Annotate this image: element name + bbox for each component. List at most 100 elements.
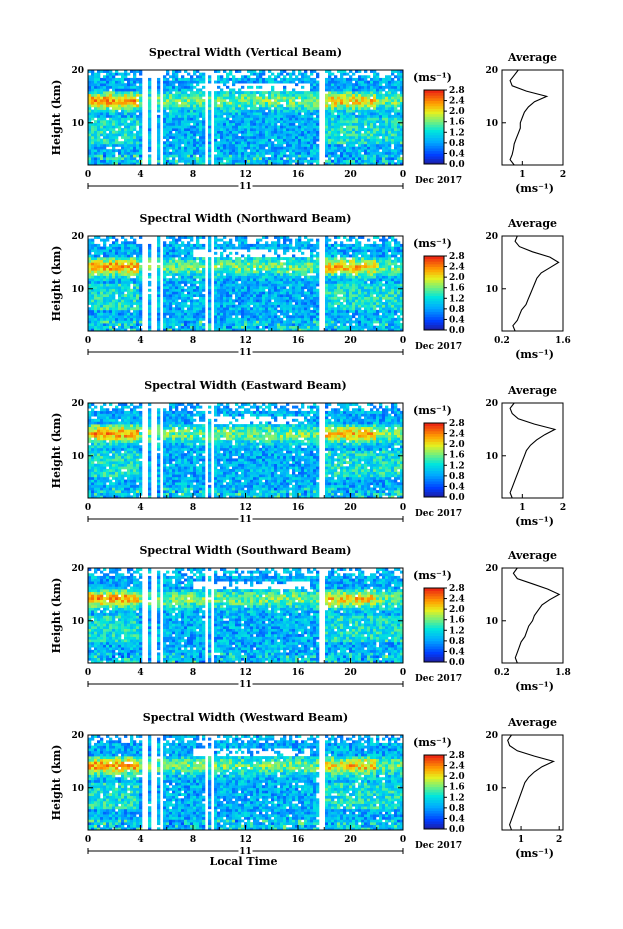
heatmap-cell — [157, 325, 161, 329]
heatmap-cell — [118, 265, 122, 268]
heatmap-cell — [340, 80, 344, 84]
heatmap-cell — [175, 238, 179, 242]
heatmap-cell — [202, 286, 206, 290]
heatmap-cell — [187, 262, 191, 266]
colorbar-frame — [423, 89, 445, 165]
heatmap-cell — [310, 77, 314, 81]
heatmap-cell — [130, 149, 134, 153]
heatmap-cell — [91, 278, 95, 282]
heatmap-cell — [373, 112, 377, 116]
heatmap-cell — [91, 104, 95, 108]
heatmap-cell — [157, 278, 161, 282]
heatmap-cell — [184, 117, 188, 121]
heatmap-cell — [127, 323, 131, 327]
heatmap-cell — [241, 272, 245, 276]
heatmap-cell — [232, 159, 236, 163]
heatmap-cell — [88, 117, 92, 121]
heatmap-cell — [103, 304, 107, 308]
heatmap-cell — [382, 93, 386, 97]
heatmap-cell — [220, 304, 224, 308]
heatmap-cell — [220, 238, 224, 242]
heatmap-cell — [199, 320, 203, 324]
heatmap-cell — [265, 101, 269, 105]
heatmap-cell — [127, 93, 131, 97]
heatmap-cell — [226, 259, 230, 263]
heatmap-cell — [274, 120, 278, 124]
heatmap-cell — [229, 138, 233, 142]
heatmap-cell — [232, 323, 236, 327]
heatmap-cell — [301, 159, 305, 163]
heatmap-cell — [223, 246, 227, 250]
heatmap-cell — [109, 283, 113, 287]
heatmap-cell — [175, 317, 179, 321]
heatmap-cell — [256, 77, 260, 81]
heatmap-cell — [235, 159, 239, 163]
heatmap-cell — [139, 85, 143, 89]
heatmap-cell — [103, 130, 107, 134]
heatmap-cell — [199, 283, 203, 287]
heatmap-cell — [133, 112, 137, 116]
heatmap-cell — [265, 77, 269, 81]
heatmap-cell — [277, 146, 281, 150]
heatmap-cell — [355, 93, 359, 97]
heatmap-cell — [274, 93, 278, 97]
heatmap-cell — [181, 320, 185, 324]
heatmap-cell — [367, 159, 371, 163]
heatmap-cell — [100, 251, 104, 255]
heatmap-cell — [298, 149, 302, 153]
heatmap-cell — [124, 135, 128, 139]
heatmap-cell — [223, 157, 227, 161]
heatmap-cell — [103, 317, 107, 321]
heatmap-cell — [385, 120, 389, 124]
heatmap-cell — [253, 151, 257, 155]
heatmap-cell — [106, 135, 110, 139]
heatmap-cell — [178, 283, 182, 287]
heatmap-cell — [169, 286, 173, 290]
heatmap-cell — [130, 83, 134, 87]
heatmap-cell — [115, 286, 119, 290]
heatmap-cell — [400, 159, 404, 163]
heatmap-cell — [367, 128, 371, 131]
heatmap-cell — [97, 114, 101, 118]
heatmap-cell — [256, 149, 260, 153]
heatmap-cell — [169, 241, 173, 245]
heatmap-cell — [187, 114, 191, 118]
heatmap-cell — [226, 315, 230, 319]
heatmap-cell — [301, 72, 305, 76]
heatmap-cell — [328, 85, 332, 89]
heatmap-cell — [130, 243, 134, 247]
heatmap-cell — [148, 149, 152, 153]
heatmap-cell — [253, 304, 257, 308]
heatmap-cell — [187, 117, 191, 121]
heatmap-cell — [283, 91, 287, 95]
heatmap-cell — [250, 294, 254, 297]
heatmap-cell — [346, 125, 350, 129]
heatmap-cell — [247, 301, 251, 305]
heatmap-cell — [136, 262, 140, 266]
heatmap-cell — [208, 257, 212, 261]
heatmap-cell — [97, 254, 101, 258]
heatmap-cell — [97, 91, 101, 95]
heatmap-cell — [268, 286, 272, 290]
heatmap-cell — [370, 151, 374, 155]
heatmap-cell — [214, 141, 218, 145]
heatmap-cell — [148, 154, 152, 158]
heatmap-cell — [268, 143, 272, 147]
heatmap-cell — [241, 267, 245, 271]
heatmap-cell — [136, 275, 140, 279]
heatmap-cell — [346, 93, 350, 97]
heatmap-cell — [355, 104, 359, 108]
heatmap-cell — [334, 128, 338, 131]
heatmap-cell — [190, 307, 194, 311]
heatmap-cell — [133, 120, 137, 124]
heatmap-cell — [325, 93, 329, 97]
heatmap-cell — [97, 296, 101, 300]
heatmap-cell — [397, 146, 401, 150]
heatmap-cell — [313, 70, 317, 73]
heatmap-cell — [181, 99, 185, 102]
heatmap-cell — [187, 135, 191, 139]
heatmap-cell — [379, 130, 383, 134]
heatmap-cell — [280, 146, 284, 150]
heatmap-cell — [247, 265, 251, 268]
heatmap-cell — [355, 114, 359, 118]
